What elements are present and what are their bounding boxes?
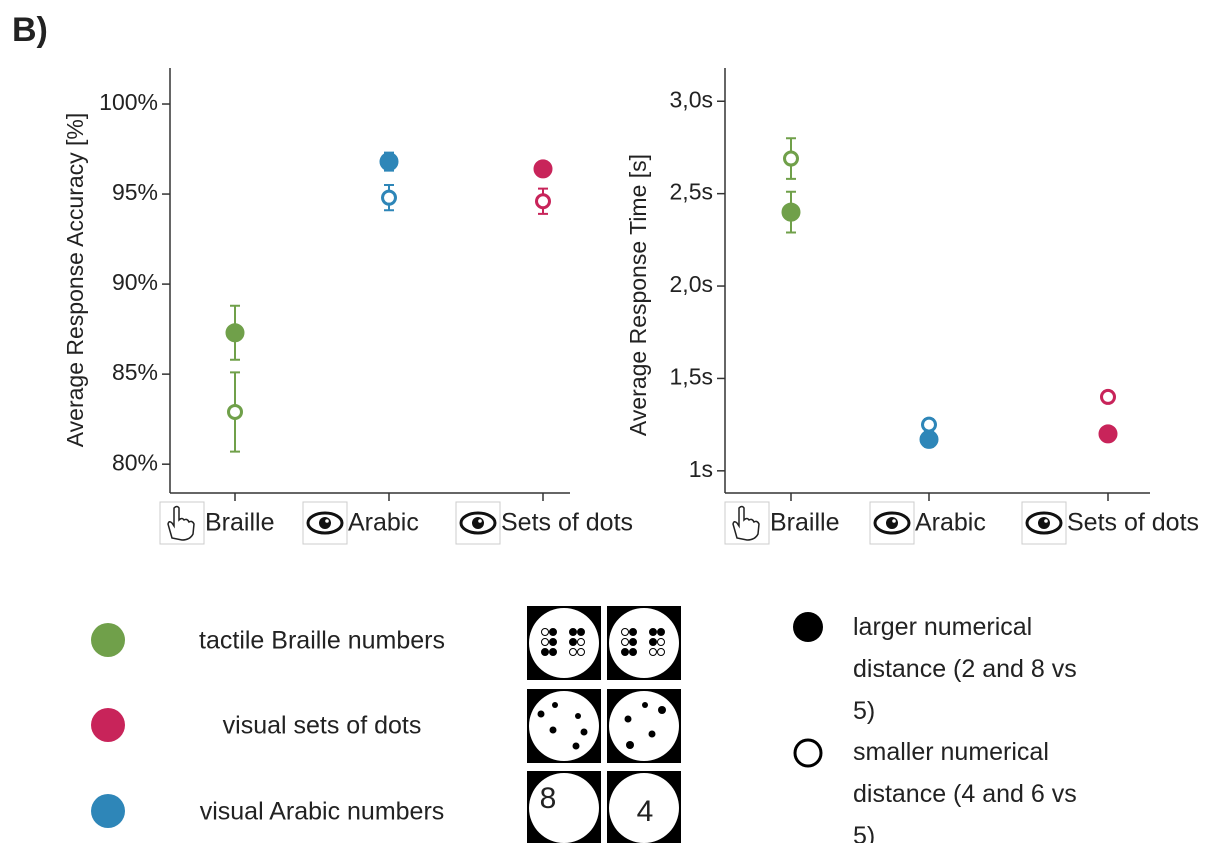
eye-pupil bbox=[886, 517, 898, 529]
x-tick-label: Braille bbox=[205, 509, 274, 537]
y-tick-label: 2,0s bbox=[670, 271, 713, 297]
point-filled bbox=[921, 431, 937, 447]
eye-pupil bbox=[472, 517, 484, 529]
point-filled bbox=[535, 161, 551, 177]
legend-open-marker bbox=[795, 740, 821, 766]
x-tick-label: Arabic bbox=[348, 509, 419, 537]
y-axis-title: Average Response Time [s] bbox=[625, 154, 651, 436]
y-tick-label: 3,0s bbox=[670, 86, 713, 112]
y-tick-label: 1s bbox=[689, 456, 713, 482]
legend-color-swatch bbox=[91, 794, 125, 828]
x-tick-label: Braille bbox=[770, 509, 839, 537]
stimulus-digit: 4 bbox=[637, 795, 654, 828]
point-open bbox=[383, 191, 396, 204]
point-filled bbox=[783, 204, 799, 220]
y-tick-label: 90% bbox=[112, 269, 158, 295]
point-filled bbox=[381, 154, 397, 170]
eye-pupil bbox=[1038, 517, 1050, 529]
legend-group-label: visual Arabic numbers bbox=[200, 798, 445, 826]
hand-icon bbox=[168, 507, 194, 541]
category-icon-box bbox=[160, 502, 204, 544]
x-tick-label: Arabic bbox=[915, 509, 986, 537]
y-tick-label: 85% bbox=[112, 359, 158, 385]
point-filled bbox=[1100, 426, 1116, 442]
point-open bbox=[1102, 390, 1115, 403]
legend-filled-marker bbox=[793, 612, 823, 642]
category-icon-box bbox=[725, 502, 769, 544]
eye-glint bbox=[892, 519, 896, 523]
eye-glint bbox=[478, 519, 482, 523]
figure: B) 8 4 Average Response Accuracy [%] 80% 8… bbox=[0, 0, 1225, 843]
legend-color-swatch bbox=[91, 623, 125, 657]
point-open bbox=[229, 405, 242, 418]
panel-label: B) bbox=[12, 11, 48, 49]
y-tick-label: 80% bbox=[112, 449, 158, 475]
x-tick-label: Sets of dots bbox=[1067, 509, 1199, 537]
stimulus-digit: 8 bbox=[540, 782, 557, 815]
point-filled bbox=[227, 325, 243, 341]
eye-glint bbox=[1044, 519, 1048, 523]
legend-group-label: tactile Braille numbers bbox=[199, 627, 445, 655]
y-tick-label: 2,5s bbox=[670, 179, 713, 205]
legend-label: smaller numerical distance (4 and 6 vs 5… bbox=[853, 731, 1093, 843]
point-open bbox=[785, 152, 798, 165]
y-tick-label: 95% bbox=[112, 179, 158, 205]
y-axis-title: Average Response Accuracy [%] bbox=[62, 113, 88, 448]
eye-glint bbox=[325, 519, 329, 523]
legend-label: larger numerical distance (2 and 8 vs 5) bbox=[853, 606, 1093, 732]
eye-pupil bbox=[319, 517, 331, 529]
legend-group-label: visual sets of dots bbox=[223, 712, 422, 740]
y-tick-label: 100% bbox=[99, 89, 158, 115]
legend-color-swatch bbox=[91, 708, 125, 742]
point-open bbox=[537, 195, 550, 208]
point-open bbox=[923, 418, 936, 431]
stimuli: 8 4 bbox=[527, 606, 681, 843]
x-tick-label: Sets of dots bbox=[501, 509, 633, 537]
hand-icon bbox=[733, 507, 759, 541]
y-tick-label: 1,5s bbox=[670, 364, 713, 390]
